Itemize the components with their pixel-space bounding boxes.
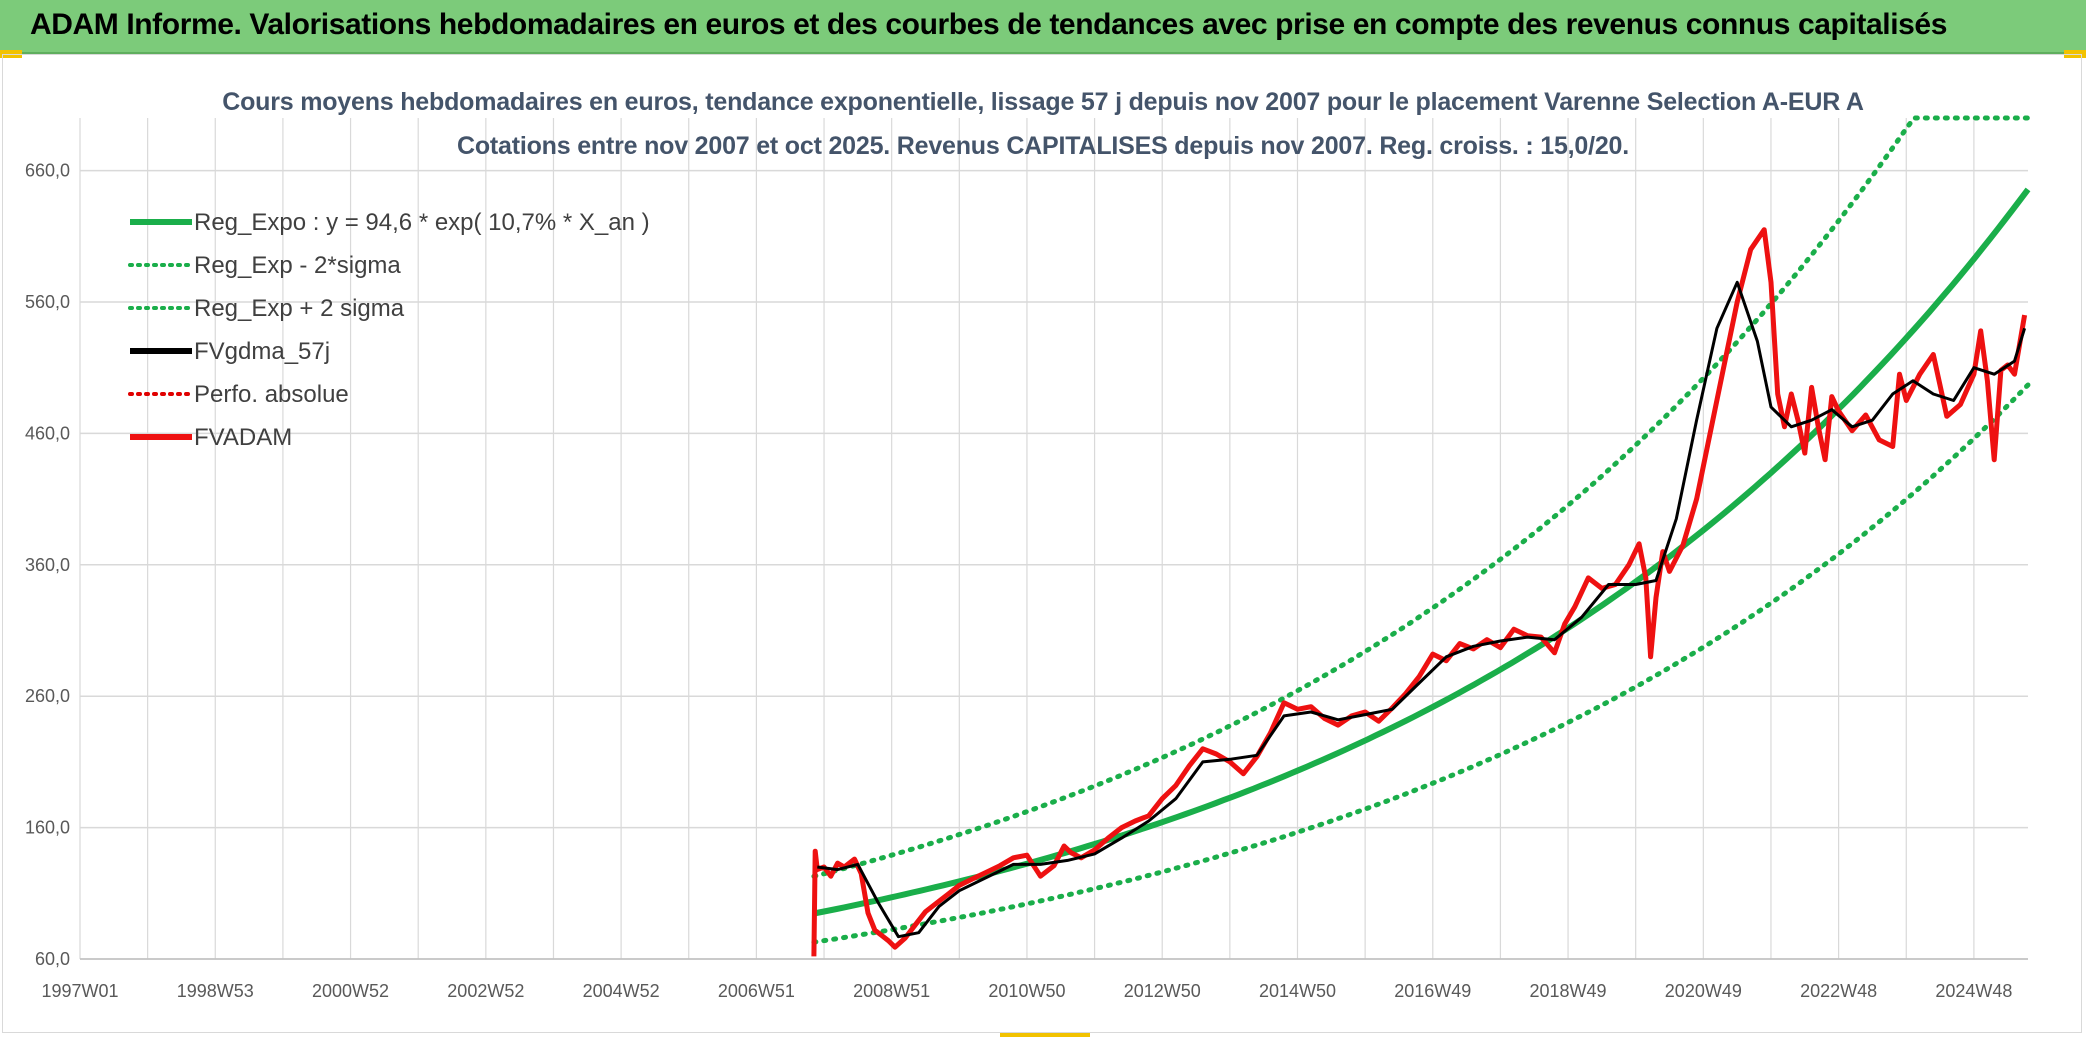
y-tick-label: 460,0: [25, 423, 70, 443]
legend-label: Reg_Exp + 2 sigma: [194, 295, 405, 322]
x-tick-label: 2016W49: [1394, 981, 1471, 1001]
x-tick-label: 2024W48: [1935, 981, 2012, 1001]
x-tick-label: 2010W50: [988, 981, 1065, 1001]
banner-title: ADAM Informe. Valorisations hebdomadaire…: [30, 8, 1947, 41]
y-tick-label: 260,0: [25, 686, 70, 706]
x-tick-label: 1998W53: [177, 981, 254, 1001]
legend-label: FVADAM: [194, 424, 292, 451]
corner-accent-bottom: [1000, 1033, 1090, 1037]
legend-label: Reg_Expo : y = 94,6 * exp( 10,7% * X_an …: [194, 209, 650, 236]
legend-label: Reg_Exp - 2*sigma: [194, 252, 401, 279]
y-tick-label: 660,0: [25, 161, 70, 181]
legend-label: Perfo. absolue: [194, 381, 349, 408]
x-tick-label: 2006W51: [718, 981, 795, 1001]
chart-title-line2: Cotations entre nov 2007 et oct 2025. Re…: [456, 132, 1630, 160]
series-fvadam: [811, 227, 2028, 957]
chart-lines: [811, 115, 2031, 957]
y-tick-label: 360,0: [25, 555, 70, 575]
chart-title-line1: Cours moyens hebdomadaires en euros, ten…: [222, 88, 1864, 116]
x-tick-label: 2004W52: [583, 981, 660, 1001]
x-axis: 1997W01 1998W53 2000W52 2002W52 2004W52 2006W…: [41, 981, 2012, 1001]
x-tick-label: 2020W49: [1665, 981, 1742, 1001]
chart-frame: [2, 54, 2082, 1033]
y-tick-label: 560,0: [25, 292, 70, 312]
y-tick-label: 160,0: [25, 818, 70, 838]
series-reg-exp-minus-2-sigma: [811, 382, 2031, 945]
x-tick-label: 2000W52: [312, 981, 389, 1001]
series-reg-expo: [813, 187, 2031, 917]
chart-grid: [79, 118, 2028, 960]
x-tick-label: 2008W51: [853, 981, 930, 1001]
x-tick-label: 2018W49: [1530, 981, 1607, 1001]
title-banner: ADAM Informe. Valorisations hebdomadaire…: [0, 0, 2086, 54]
y-axis: 60,0 160,0 260,0 360,0 460,0 560,0 660,0: [25, 161, 70, 969]
x-tick-label: 2012W50: [1124, 981, 1201, 1001]
series-fvgdma-57j: [817, 280, 2027, 939]
x-tick-label: 2002W52: [447, 981, 524, 1001]
y-tick-label: 60,0: [35, 949, 70, 969]
x-tick-label: 2014W50: [1259, 981, 1336, 1001]
x-tick-label: 2022W48: [1800, 981, 1877, 1001]
series-reg-exp-plus-2-sigma: [811, 115, 2031, 879]
x-tick-label: 1997W01: [41, 981, 118, 1001]
legend: Reg_Expo : y = 94,6 * exp( 10,7% * X_an …: [128, 209, 650, 451]
legend-label: FVgdma_57j: [194, 338, 330, 365]
